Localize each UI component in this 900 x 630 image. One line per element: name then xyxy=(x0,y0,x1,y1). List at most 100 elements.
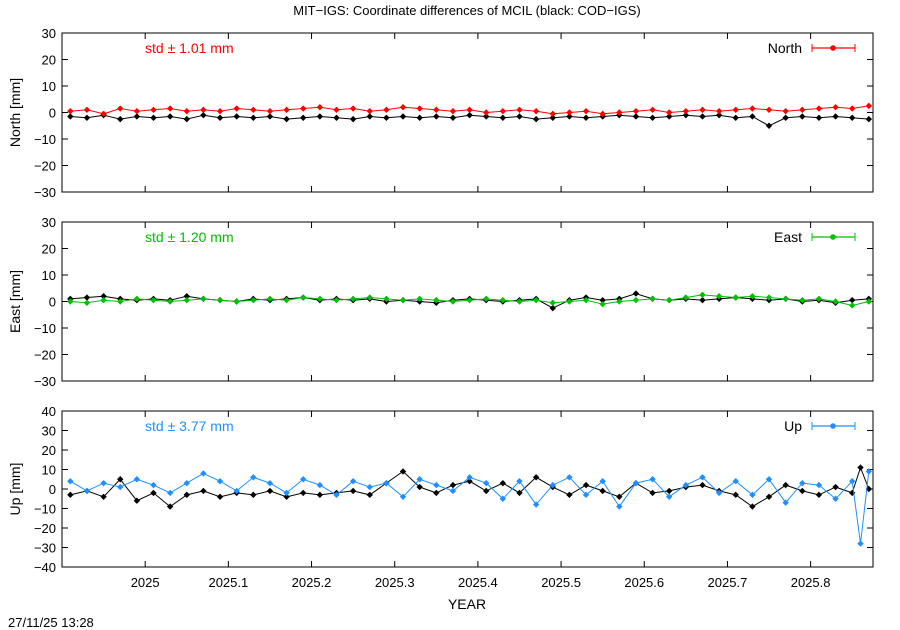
series-east xyxy=(67,291,873,309)
legend: North xyxy=(768,40,856,56)
data-point xyxy=(666,487,673,495)
data-point xyxy=(83,106,91,114)
data-point xyxy=(749,105,756,112)
data-point xyxy=(150,114,157,121)
data-point xyxy=(483,479,490,487)
data-point xyxy=(133,107,141,115)
legend-marker xyxy=(830,423,836,429)
y-tick-label: −20 xyxy=(34,348,56,363)
data-point xyxy=(849,478,856,485)
x-axis-label: YEAR xyxy=(448,596,486,612)
data-point xyxy=(549,110,556,118)
data-point xyxy=(666,113,673,120)
data-point xyxy=(499,296,507,304)
data-point xyxy=(849,302,856,309)
data-point xyxy=(150,106,157,114)
data-point xyxy=(266,479,274,487)
data-point xyxy=(366,113,373,120)
x-tick-label: 2025.2 xyxy=(292,575,332,590)
data-point xyxy=(166,489,174,497)
data-point xyxy=(599,487,606,495)
data-point xyxy=(732,114,739,121)
data-point xyxy=(100,110,107,118)
data-point xyxy=(150,489,157,497)
legend: East xyxy=(774,229,856,245)
data-point xyxy=(333,491,340,499)
data-point xyxy=(399,113,407,120)
data-point xyxy=(765,122,773,129)
data-point xyxy=(166,298,174,305)
data-point xyxy=(449,298,457,305)
data-point xyxy=(233,105,240,112)
data-point xyxy=(849,105,856,112)
data-point xyxy=(599,300,606,308)
data-point xyxy=(316,104,324,111)
data-point xyxy=(616,109,623,116)
legend-label: Up xyxy=(784,418,802,434)
data-point xyxy=(815,295,823,303)
data-point xyxy=(183,293,190,300)
data-point xyxy=(832,495,839,502)
data-point xyxy=(316,295,324,303)
std-label: std ± 3.77 mm xyxy=(145,418,234,434)
data-point xyxy=(466,296,473,304)
data-point xyxy=(566,113,573,120)
data-point xyxy=(832,104,839,111)
y-tick-label: −30 xyxy=(34,185,56,200)
data-point xyxy=(283,115,290,123)
data-point xyxy=(815,491,823,499)
y-tick-label: 20 xyxy=(42,443,56,458)
data-point xyxy=(616,298,623,305)
data-point xyxy=(566,491,573,499)
chart-title: MIT−IGS: Coordinate differences of MCIL … xyxy=(293,3,641,18)
legend: Up xyxy=(784,418,856,434)
data-point xyxy=(532,474,540,481)
data-point xyxy=(582,107,590,115)
data-point xyxy=(283,296,290,304)
data-point xyxy=(233,113,240,120)
data-point xyxy=(815,105,823,112)
panel-north: −30 −20 −10 0 10 20 30 North [mm] std ± 1.01 mm N… xyxy=(7,26,874,200)
data-point xyxy=(832,483,839,491)
data-point xyxy=(732,294,739,301)
data-point xyxy=(649,476,656,483)
panel-east: −30 −20 −10 0 10 20 30 East [mm] std ± 1.20 mm Ea… xyxy=(7,215,874,389)
data-point xyxy=(200,470,207,477)
data-point xyxy=(749,113,756,120)
y-tick-label: 10 xyxy=(42,268,56,283)
x-tick-label: 2025.8 xyxy=(791,575,831,590)
data-point xyxy=(416,476,423,483)
data-point xyxy=(582,481,590,489)
series-reference xyxy=(67,111,873,129)
data-point xyxy=(566,474,573,481)
x-tick-label: 2025.1 xyxy=(208,575,248,590)
data-point xyxy=(349,478,357,485)
data-point xyxy=(300,114,307,121)
data-point xyxy=(582,491,590,499)
data-point xyxy=(183,115,190,123)
legend-label: North xyxy=(768,40,802,56)
data-point xyxy=(499,107,507,115)
data-point xyxy=(549,481,556,489)
data-point xyxy=(349,105,357,112)
data-point xyxy=(333,296,340,304)
data-point xyxy=(67,113,74,120)
data-point xyxy=(516,489,523,497)
data-point xyxy=(233,298,240,305)
data-point xyxy=(349,115,357,123)
data-point xyxy=(117,476,124,483)
data-point xyxy=(250,106,257,114)
data-point xyxy=(67,478,74,485)
data-point xyxy=(483,113,490,120)
data-point xyxy=(832,113,839,120)
std-label: std ± 1.20 mm xyxy=(145,229,234,245)
data-point xyxy=(782,114,789,121)
data-point xyxy=(649,489,656,497)
data-point xyxy=(865,115,873,123)
data-point xyxy=(433,106,440,114)
x-tick-label: 2025 xyxy=(131,575,160,590)
data-point xyxy=(483,487,490,495)
data-point xyxy=(616,493,623,500)
data-point xyxy=(765,294,773,301)
